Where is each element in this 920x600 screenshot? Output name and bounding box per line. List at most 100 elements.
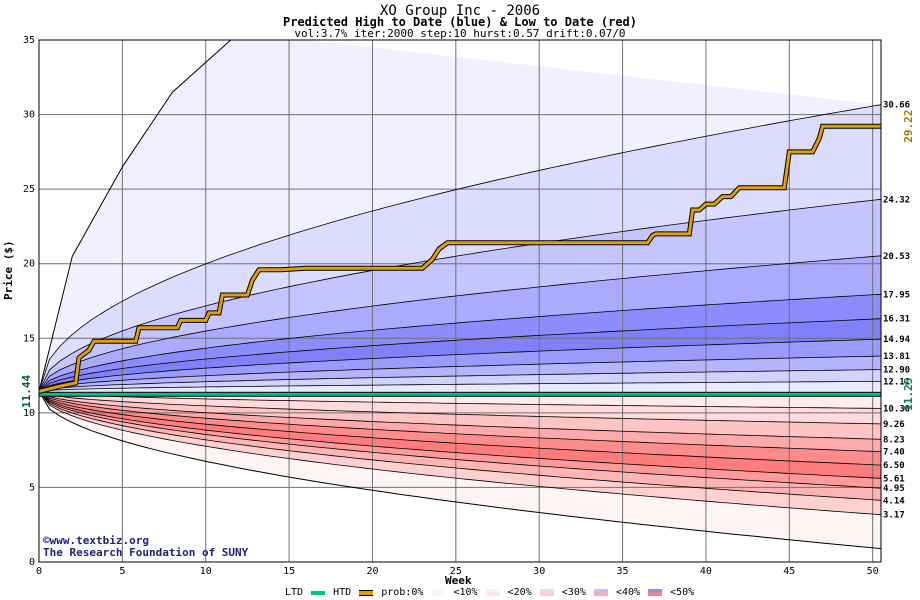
y-tick-label-1: 5 [29, 482, 35, 493]
low-band-7 [39, 391, 881, 501]
legend-htd-label: HTD [333, 587, 352, 598]
low-quantile-label-7: 4.14 [883, 496, 905, 506]
high-quantile-line-3 [39, 293, 881, 392]
low-quantile-label-4: 6.50 [883, 461, 905, 471]
current-low-label: 11.25 [902, 378, 915, 411]
x-tick-label-1: 5 [119, 566, 125, 577]
legend-item-0: <10% [453, 587, 478, 598]
high-band-5 [39, 318, 881, 392]
high-quantile-label-8: 12.11 [883, 377, 910, 387]
high-quantile-label-1: 24.32 [883, 195, 910, 205]
high-quantile-label-5: 14.94 [883, 335, 911, 345]
x-tick-label-9: 45 [783, 566, 795, 577]
low-quantile-label-3: 7.40 [883, 448, 905, 458]
high-quantile-line-2 [39, 255, 881, 392]
high-quantile-line-7 [39, 369, 881, 392]
legend-item-3: <40% [615, 587, 641, 598]
credit-organization: The Research Foundation of SUNY [43, 546, 249, 559]
high-band-7 [39, 356, 881, 392]
high-quantile-line-4 [39, 318, 881, 392]
low-quantile-line-1 [39, 391, 881, 425]
y-tick-label-5: 25 [23, 184, 35, 195]
low-band-4 [39, 391, 881, 466]
low-band-9 [39, 391, 881, 549]
chart-title: XO Group Inc - 2006 [379, 3, 541, 19]
x-tick-label-7: 35 [617, 566, 629, 577]
low-band-1 [39, 391, 881, 424]
legend-htd-swatch [359, 589, 374, 596]
x-tick-label-4: 20 [366, 566, 378, 577]
low-quantile-label-0: 10.30 [883, 404, 910, 414]
legend-item-2: <30% [561, 587, 586, 598]
plot-frame [38, 39, 882, 563]
chart-subtitle: Predicted High to Date (blue) & Low to D… [282, 15, 637, 29]
x-tick-label-6: 30 [533, 566, 545, 577]
high-band-4 [39, 294, 881, 392]
outer-low-curve [39, 391, 881, 550]
low-band-6 [39, 391, 881, 489]
x-tick-label-2: 10 [200, 566, 212, 577]
legend-swatch-2 [539, 589, 554, 596]
high-quantile-line-5 [39, 338, 881, 392]
high-quantile-line-1 [39, 198, 881, 392]
high-quantile-label-3: 17.95 [883, 290, 910, 300]
high-quantile-label-6: 13.81 [883, 352, 910, 362]
chart-legend: LTD HTD prob:0% <10% <20% <30% <40% <50% [285, 587, 694, 599]
low-quantile-label-1: 9.26 [883, 420, 905, 430]
low-band-2 [39, 391, 881, 440]
low-band-5 [39, 391, 881, 479]
x-tick-label-3: 15 [283, 566, 295, 577]
high-band-9 [39, 381, 881, 392]
low-quantile-label-5: 5.61 [883, 474, 905, 484]
legend-ltd-swatch [311, 590, 326, 595]
low-quantile-line-3 [39, 391, 881, 452]
legend-ltd-label: LTD [285, 587, 304, 598]
legend-swatch-4 [648, 589, 663, 596]
x-axis-label: Week [445, 574, 472, 587]
high-band-8 [39, 369, 881, 392]
plot-area [39, 40, 881, 549]
high-band-3 [39, 255, 881, 392]
low-quantile-line-8 [39, 391, 881, 516]
low-quantile-line-0 [39, 391, 881, 409]
low-quantile-line-7 [39, 391, 881, 501]
high-quantile-label-4: 16.31 [883, 315, 910, 325]
low-quantile-line-4 [39, 391, 881, 466]
low-quantile-line-2 [39, 391, 881, 440]
high-quantile-line-6 [39, 355, 881, 392]
high-band-6 [39, 339, 881, 392]
outer-high-curve [39, 40, 232, 392]
low-quantile-line-5 [39, 391, 881, 479]
low-quantile-label-2: 8.23 [883, 435, 905, 445]
quantile-lines [39, 40, 881, 550]
high-quantile-label-0: 30.66 [883, 101, 910, 111]
current-high-label: 29.22 [902, 110, 915, 143]
start-price-label: 11.44 [20, 374, 33, 407]
legend-item-1: <20% [507, 587, 532, 598]
low-quantile-line-6 [39, 391, 881, 489]
low-quantile-label-6: 4.95 [883, 484, 905, 494]
y-axis-label: Price ($) [2, 240, 15, 300]
y-tick-label-7: 35 [23, 35, 35, 46]
credit-website: ©www.textbiz.org [43, 534, 149, 547]
high-quantile-line-8 [39, 381, 881, 392]
y-tick-label-4: 20 [23, 259, 35, 270]
high-quantile-label-7: 12.90 [883, 366, 910, 376]
y-tick-label-2: 10 [23, 408, 35, 419]
legend-swatch-3 [593, 589, 608, 596]
x-tick-label-10: 50 [867, 566, 879, 577]
legend-swatch-0 [431, 589, 446, 596]
low-band-3 [39, 391, 881, 452]
legend-item-4: <50% [670, 587, 695, 598]
y-tick-label-0: 0 [29, 557, 35, 568]
low-quantile-label-8: 3.17 [883, 511, 905, 521]
x-tick-label-5: 25 [450, 566, 462, 577]
high-quantile-line-0 [39, 104, 881, 392]
high-band-1 [39, 104, 881, 392]
y-tick-label-6: 30 [23, 110, 35, 121]
x-tick-label-8: 40 [700, 566, 712, 577]
high-band-0 [39, 40, 881, 392]
htd-line [39, 124, 881, 393]
